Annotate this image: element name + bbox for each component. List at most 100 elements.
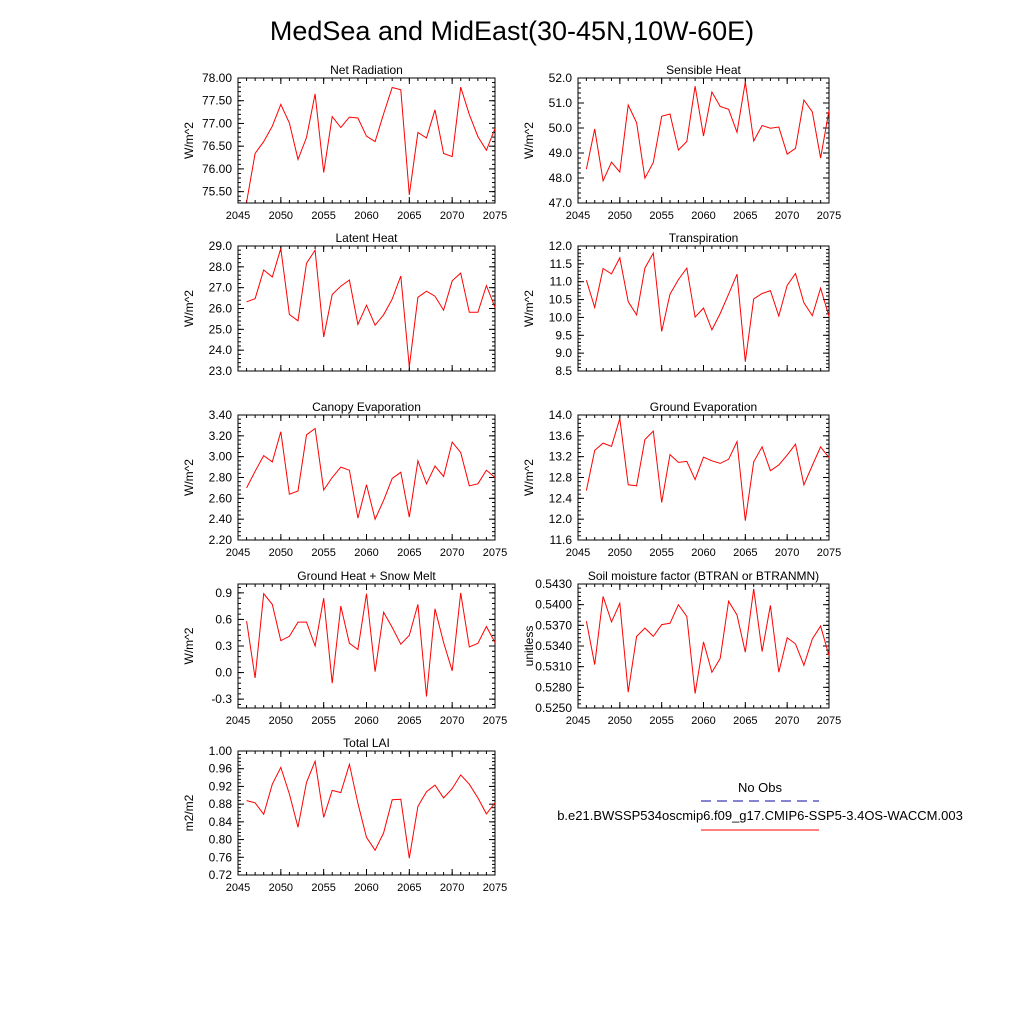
data-point bbox=[365, 592, 368, 595]
data-point bbox=[794, 642, 797, 645]
data-point bbox=[610, 445, 613, 448]
series-line bbox=[246, 248, 496, 367]
data-point bbox=[322, 336, 325, 339]
x-tick-label: 2070 bbox=[440, 882, 464, 894]
data-point bbox=[677, 149, 680, 152]
data-point bbox=[434, 607, 437, 610]
data-point bbox=[618, 171, 621, 174]
y-tick-label: 0.3 bbox=[215, 639, 232, 653]
y-tick-label: 0.9 bbox=[215, 586, 232, 600]
y-tick-label: 0.5310 bbox=[535, 660, 572, 674]
data-point bbox=[254, 152, 257, 155]
y-tick-label: 0.0 bbox=[215, 666, 232, 680]
data-point bbox=[408, 857, 411, 860]
x-tick-label: 2070 bbox=[775, 547, 799, 559]
data-point bbox=[468, 783, 471, 786]
data-point bbox=[416, 805, 419, 808]
data-point bbox=[602, 442, 605, 445]
data-point bbox=[476, 135, 479, 138]
data-point bbox=[819, 287, 822, 290]
x-tick-label: 2060 bbox=[354, 882, 378, 894]
data-point bbox=[702, 135, 705, 138]
y-tick-label: 77.50 bbox=[202, 94, 232, 108]
y-tick-label: 77.00 bbox=[202, 116, 232, 130]
data-point bbox=[485, 284, 488, 287]
data-point bbox=[262, 592, 265, 595]
data-point bbox=[585, 279, 588, 282]
chart-panel-5: Canopy Evaporation W/m^2 2045 2050 2055 2060 2… bbox=[182, 400, 507, 559]
data-point bbox=[702, 307, 705, 310]
data-point bbox=[669, 113, 672, 116]
data-point bbox=[245, 620, 248, 623]
series-line bbox=[585, 251, 830, 362]
data-point bbox=[279, 639, 282, 642]
data-point bbox=[819, 625, 822, 628]
data-point bbox=[710, 459, 713, 462]
data-point bbox=[761, 124, 764, 127]
y-tick-label: 26.0 bbox=[209, 302, 233, 316]
data-point bbox=[602, 267, 605, 270]
x-tick-label: 2050 bbox=[269, 210, 293, 222]
data-point bbox=[468, 484, 471, 487]
y-axis-label: m2/m2 bbox=[182, 794, 196, 831]
data-point bbox=[451, 279, 454, 282]
data-point bbox=[245, 486, 248, 489]
y-tick-label: 0.84 bbox=[209, 815, 233, 829]
data-point bbox=[468, 311, 471, 314]
y-tick-label: 75.50 bbox=[202, 185, 232, 199]
x-tick-label: 2045 bbox=[226, 547, 250, 559]
data-point bbox=[279, 430, 282, 433]
data-point bbox=[279, 766, 282, 769]
data-point bbox=[348, 642, 351, 645]
y-tick-label: 0.80 bbox=[209, 833, 233, 847]
y-tick-label: 52.0 bbox=[549, 71, 573, 85]
data-point bbox=[365, 304, 368, 307]
x-tick-label: 2060 bbox=[354, 715, 378, 727]
data-point bbox=[643, 627, 646, 630]
data-point bbox=[710, 91, 713, 94]
data-point bbox=[476, 311, 479, 314]
data-point bbox=[685, 140, 688, 143]
x-tick-label: 2075 bbox=[817, 547, 841, 559]
data-point bbox=[314, 645, 317, 648]
data-point bbox=[331, 476, 334, 479]
data-point bbox=[348, 279, 351, 282]
data-point bbox=[408, 516, 411, 519]
y-tick-label: 0.5430 bbox=[535, 577, 572, 591]
data-point bbox=[769, 604, 772, 607]
data-point bbox=[271, 125, 274, 128]
data-point bbox=[356, 323, 359, 326]
data-point bbox=[702, 640, 705, 643]
data-point bbox=[494, 127, 497, 130]
data-point bbox=[425, 137, 428, 140]
y-tick-label: 1.00 bbox=[209, 744, 233, 758]
data-point bbox=[382, 611, 385, 614]
panel-title: Net Radiation bbox=[330, 63, 403, 77]
data-point bbox=[727, 458, 730, 461]
data-point bbox=[382, 831, 385, 834]
data-point bbox=[618, 256, 621, 259]
data-point bbox=[476, 642, 479, 645]
y-tick-label: 9.0 bbox=[555, 346, 572, 360]
x-tick-label: 2055 bbox=[311, 882, 335, 894]
x-tick-label: 2060 bbox=[691, 547, 715, 559]
panel-title: Ground Heat + Snow Melt bbox=[297, 569, 436, 583]
x-tick-label: 2065 bbox=[733, 210, 757, 222]
data-point bbox=[652, 161, 655, 164]
data-point bbox=[727, 600, 730, 603]
data-point bbox=[434, 465, 437, 468]
data-point bbox=[382, 499, 385, 502]
data-point bbox=[459, 773, 462, 776]
x-tick-label: 2050 bbox=[608, 547, 632, 559]
x-tick-label: 2055 bbox=[649, 210, 673, 222]
data-point bbox=[262, 813, 265, 816]
y-tick-label: 2.60 bbox=[209, 491, 233, 505]
data-point bbox=[314, 427, 317, 430]
chart-panel-1: Net Radiation W/m^2 2045 2050 2055 2060 2065 20… bbox=[182, 63, 507, 222]
data-point bbox=[314, 760, 317, 763]
x-tick-label: 2060 bbox=[354, 210, 378, 222]
data-point bbox=[245, 300, 248, 303]
data-point bbox=[769, 469, 772, 472]
x-tick-label: 2065 bbox=[397, 547, 421, 559]
